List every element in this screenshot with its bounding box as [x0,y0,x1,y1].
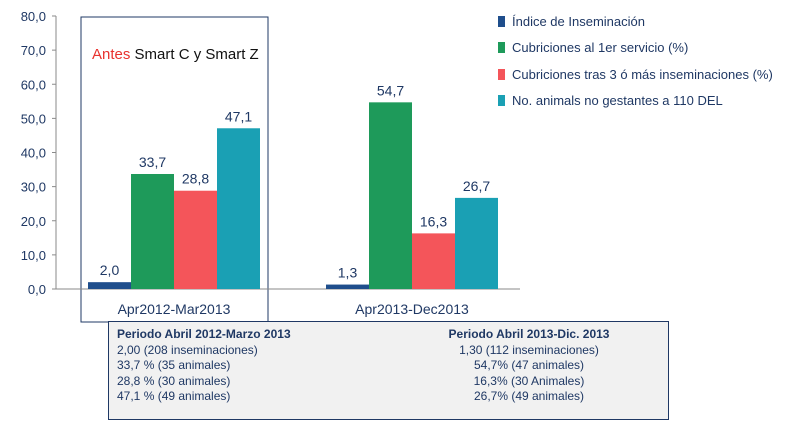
summary-table: Periodo Abril 2012-Marzo 2013 2,00 (208 … [108,321,669,420]
table-cell: 47,1 % (49 animales) [117,389,231,403]
table-header-left: Periodo Abril 2012-Marzo 2013 [117,327,291,341]
bar [455,197,498,289]
category-label: Apr2012-Mar2013 [118,301,231,317]
data-label: 26,7 [463,178,490,194]
data-label: 28,8 [182,171,209,187]
y-tick-label: 30,0 [21,180,46,195]
y-tick-label: 10,0 [21,248,46,263]
data-label: 47,1 [225,108,252,124]
bar [412,233,455,289]
data-label: 1,3 [338,265,358,281]
before-panel-label: Antes Smart C y Smart Z [92,46,259,63]
table-cell: 1,30 (112 inseminaciones) [459,342,599,357]
data-label: 54,7 [377,82,404,98]
y-tick-label: 50,0 [21,111,46,126]
y-tick-label: 40,0 [21,146,46,161]
data-label: 2,0 [100,262,120,278]
table-cell: 33,7 % (35 animales) [117,358,231,372]
bar [174,190,217,289]
table-header-right: Periodo Abril 2013-Dic. 2013 [448,327,610,341]
table-cell: 54,7% (47 animales) [473,358,585,372]
legend-item: No. animals no gestantes a 110 DEL [498,88,773,115]
chart-legend: Índice de Inseminación Cubriciones al 1er… [498,8,773,114]
bar [131,173,174,289]
table-cell: 26,7% (49 animales) [473,389,585,403]
legend-item: Cubriciones al 1er servicio (%) [498,35,773,62]
legend-label: No. animals no gestantes a 110 DEL [512,93,723,109]
legend-label: Cubriciones tras 3 ó más inseminaciones … [512,66,773,82]
summary-column-right: Periodo Abril 2013-Dic. 2013 1,30 (112 i… [399,327,659,405]
bar [326,284,369,289]
table-cell: 16,3% (30 Animales) [473,373,585,388]
legend-swatch [498,15,505,27]
y-tick-label: 70,0 [21,43,46,58]
panel-label-highlight: Antes [92,46,131,63]
bar [369,102,412,290]
panel-label-rest: Smart C y Smart Z [130,46,259,63]
table-cell: 2,00 (208 inseminaciones) [117,342,258,357]
y-tick-label: 20,0 [21,214,46,229]
y-tick-label: 0,0 [28,282,46,297]
legend-label: Índice de Inseminación [512,13,645,29]
legend-swatch [498,95,505,107]
legend-swatch [498,42,505,54]
legend-item: Cubriciones tras 3 ó más inseminaciones … [498,61,773,88]
legend-swatch [498,68,505,80]
summary-column-left: Periodo Abril 2012-Marzo 2013 2,00 (208 … [117,327,291,405]
y-tick-label: 80,0 [21,9,46,24]
data-label: 16,3 [420,213,447,229]
bar [88,282,131,289]
legend-item: Índice de Inseminación [498,8,773,35]
table-cell: 28,8 % (30 animales) [117,373,231,388]
legend-label: Cubriciones al 1er servicio (%) [512,40,689,56]
category-label: Apr2013-Dec2013 [355,301,469,317]
y-tick-label: 60,0 [21,77,46,92]
bar [217,128,260,289]
data-label: 33,7 [139,154,166,170]
